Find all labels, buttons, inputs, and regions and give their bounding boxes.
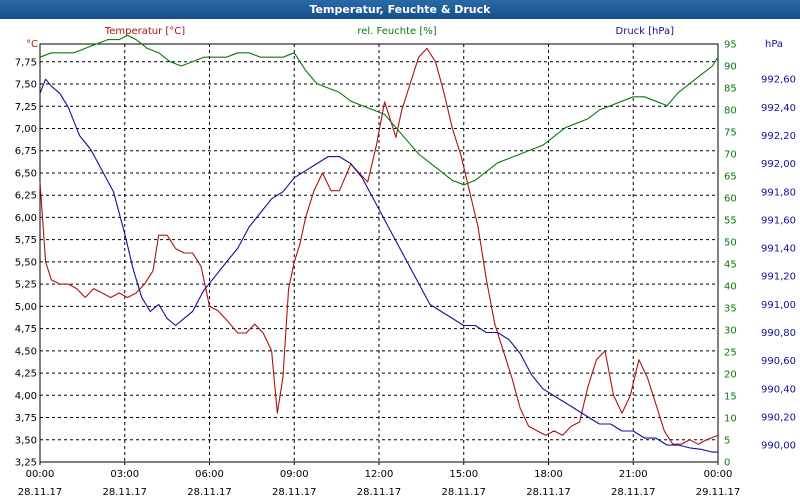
pressure-tick-label: 990,80	[761, 328, 796, 339]
temperature-series-label: Temperatur [°C]	[104, 26, 185, 37]
temperature-tick-label: 5,50	[15, 257, 37, 268]
temperature-series-line	[39, 47, 719, 445]
temperature-tick-label: 6,75	[15, 146, 37, 157]
temperature-tick-label: 4,25	[15, 369, 37, 380]
humidity-tick-label: 80	[724, 106, 737, 117]
humidity-tick-label: 20	[724, 370, 737, 381]
x-tick-date-label: 28.11.17	[272, 487, 317, 498]
x-tick-time-label: 18:00	[534, 469, 563, 480]
pressure-tick-label: 991,20	[761, 272, 796, 283]
temperature-unit-label: °C	[26, 39, 38, 50]
window-title: Temperatur, Feuchte & Druck	[0, 0, 800, 19]
x-tick-date-label: 28.11.17	[441, 487, 486, 498]
temperature-tick-label: 7,75	[15, 57, 37, 68]
pressure-tick-label: 991,00	[761, 300, 796, 311]
humidity-tick-label: 40	[724, 282, 737, 293]
humidity-tick-label: 30	[724, 326, 737, 337]
humidity-tick-label: 45	[724, 260, 737, 271]
humidity-tick-label: 0	[724, 458, 730, 469]
humidity-tick-label: 55	[724, 216, 737, 227]
pressure-tick-label: 992,40	[761, 103, 796, 114]
x-tick-date-label: 28.11.17	[526, 487, 571, 498]
x-tick-date-label: 28.11.17	[18, 487, 63, 498]
humidity-tick-label: 60	[724, 194, 737, 205]
humidity-tick-label: 75	[724, 128, 737, 139]
temperature-tick-label: 3,50	[15, 435, 37, 446]
pressure-tick-label: 990,40	[761, 384, 796, 395]
pressure-tick-label: 992,60	[761, 75, 796, 86]
temperature-tick-label: 7,25	[15, 102, 37, 113]
pressure-tick-label: 990,20	[761, 412, 796, 423]
humidity-series-line	[39, 34, 719, 186]
chart-canvas: 3,25 3,50 3,75 4,00 4,25 4,50 4,75 5,00 5,25 5,50…	[15, 26, 796, 498]
humidity-tick-label: 95	[724, 40, 737, 51]
humidity-tick-label: 10	[724, 414, 737, 425]
temperature-tick-label: 4,00	[15, 391, 37, 402]
pressure-series-label: Druck [hPa]	[616, 26, 675, 37]
temperature-tick-label: 6,00	[15, 213, 37, 224]
x-tick-date-label: 28.11.17	[187, 487, 232, 498]
humidity-tick-label: 25	[724, 348, 737, 359]
x-tick-time-label: 21:00	[619, 469, 648, 480]
temperature-tick-label: 3,25	[15, 458, 37, 469]
x-tick-date-label: 28.11.17	[611, 487, 656, 498]
x-tick-date-label: 28.11.17	[102, 487, 147, 498]
temperature-tick-label: 3,75	[15, 413, 37, 424]
humidity-tick-label: 5	[724, 436, 730, 447]
humidity-tick-label: 50	[724, 238, 737, 249]
temperature-tick-label: 5,00	[15, 302, 37, 313]
x-tick-time-label: 00:00	[704, 469, 733, 480]
pressure-tick-label: 990,00	[761, 441, 796, 452]
pressure-unit-label: hPa	[765, 39, 783, 50]
x-tick-time-label: 06:00	[195, 469, 224, 480]
temperature-tick-label: 5,25	[15, 280, 37, 291]
temperature-tick-label: 4,75	[15, 324, 37, 335]
pressure-tick-label: 990,60	[761, 356, 796, 367]
humidity-series-label: rel. Feuchte [%]	[357, 26, 436, 37]
temperature-tick-label: 7,00	[15, 124, 37, 135]
x-tick-time-label: 09:00	[280, 469, 309, 480]
pressure-tick-label: 991,40	[761, 244, 796, 255]
humidity-tick-label: 90	[724, 62, 737, 73]
humidity-tick-label: 35	[724, 304, 737, 315]
x-tick-time-label: 03:00	[110, 469, 139, 480]
temperature-tick-label: 6,50	[15, 168, 37, 179]
temperature-tick-label: 7,50	[15, 80, 37, 91]
pressure-series-line	[39, 78, 718, 453]
pressure-tick-label: 992,00	[761, 159, 796, 170]
x-tick-time-label: 12:00	[365, 469, 394, 480]
x-tick-time-label: 15:00	[449, 469, 478, 480]
x-tick-date-label: 29.11.17	[696, 487, 741, 498]
x-tick-date-label: 28.11.17	[357, 487, 402, 498]
x-tick-time-label: 00:00	[26, 469, 55, 480]
temperature-tick-label: 4,50	[15, 346, 37, 357]
pressure-tick-label: 992,20	[761, 131, 796, 142]
humidity-tick-label: 15	[724, 392, 737, 403]
humidity-tick-label: 65	[724, 172, 737, 183]
pressure-tick-label: 991,60	[761, 215, 796, 226]
humidity-tick-label: 85	[724, 84, 737, 95]
humidity-tick-label: 70	[724, 150, 737, 161]
pressure-tick-label: 991,80	[761, 187, 796, 198]
temperature-tick-label: 5,75	[15, 235, 37, 246]
temperature-tick-label: 6,25	[15, 191, 37, 202]
